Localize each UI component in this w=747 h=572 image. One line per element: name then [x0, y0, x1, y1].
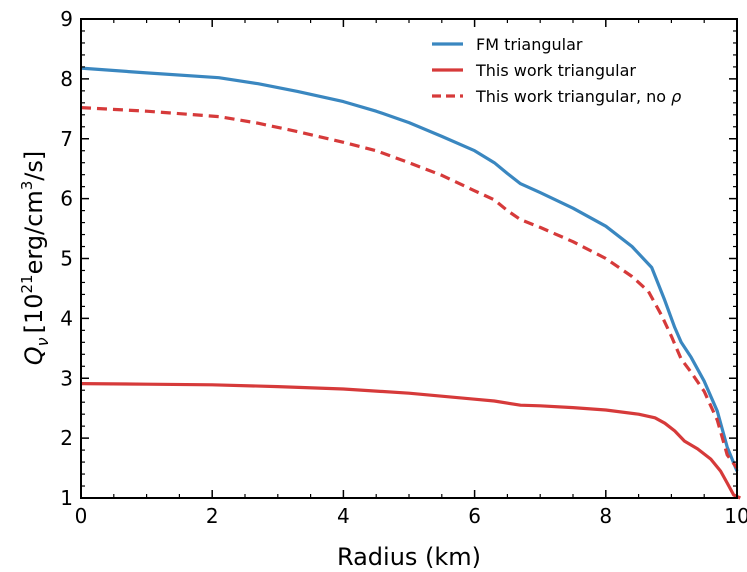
- y-label-unit-sup: 21: [18, 274, 36, 293]
- y-tick-label: 9: [60, 7, 73, 31]
- y-tick-label: 6: [60, 187, 73, 211]
- legend-label-3: This work triangular, no ρ: [475, 87, 681, 106]
- x-tick-label: 10: [724, 504, 747, 528]
- y-tick-label: 3: [60, 366, 73, 390]
- legend: FM triangular This work triangular This wo…: [432, 35, 681, 106]
- y-tick-label: 4: [60, 306, 73, 330]
- y-tick-label: 2: [60, 426, 73, 450]
- y-label-unit-sup2: 3: [18, 181, 36, 191]
- x-tick-label: 0: [75, 504, 88, 528]
- y-label-unit-post: /s]: [20, 151, 48, 181]
- x-axis-label: Radius (km): [337, 543, 481, 571]
- series-lines: [80, 66, 741, 500]
- y-axis-label: Qν [1021erg/cm3/s]: [18, 151, 52, 365]
- y-tick-label: 8: [60, 67, 73, 91]
- y-tick-label: 5: [60, 247, 73, 271]
- series-line-3: [80, 106, 739, 470]
- y-tick-label: 7: [60, 127, 73, 151]
- x-tick-label: 4: [337, 504, 350, 528]
- legend-label-1: FM triangular: [476, 35, 583, 54]
- x-tick-label: 6: [468, 504, 481, 528]
- y-tick-label: 1: [60, 486, 73, 510]
- x-tick-label: 8: [599, 504, 612, 528]
- series-line-1: [80, 66, 739, 472]
- y-label-unit-pre: [10: [20, 293, 48, 333]
- legend-label-2: This work triangular: [475, 61, 636, 80]
- series-line-2: [80, 382, 741, 500]
- y-label-unit-mid: erg/cm: [20, 190, 48, 274]
- axis-ticks: [80, 18, 738, 499]
- x-tick-label: 2: [206, 504, 219, 528]
- y-label-subscript: ν: [33, 337, 52, 346]
- y-label-symbol: Q: [20, 346, 48, 365]
